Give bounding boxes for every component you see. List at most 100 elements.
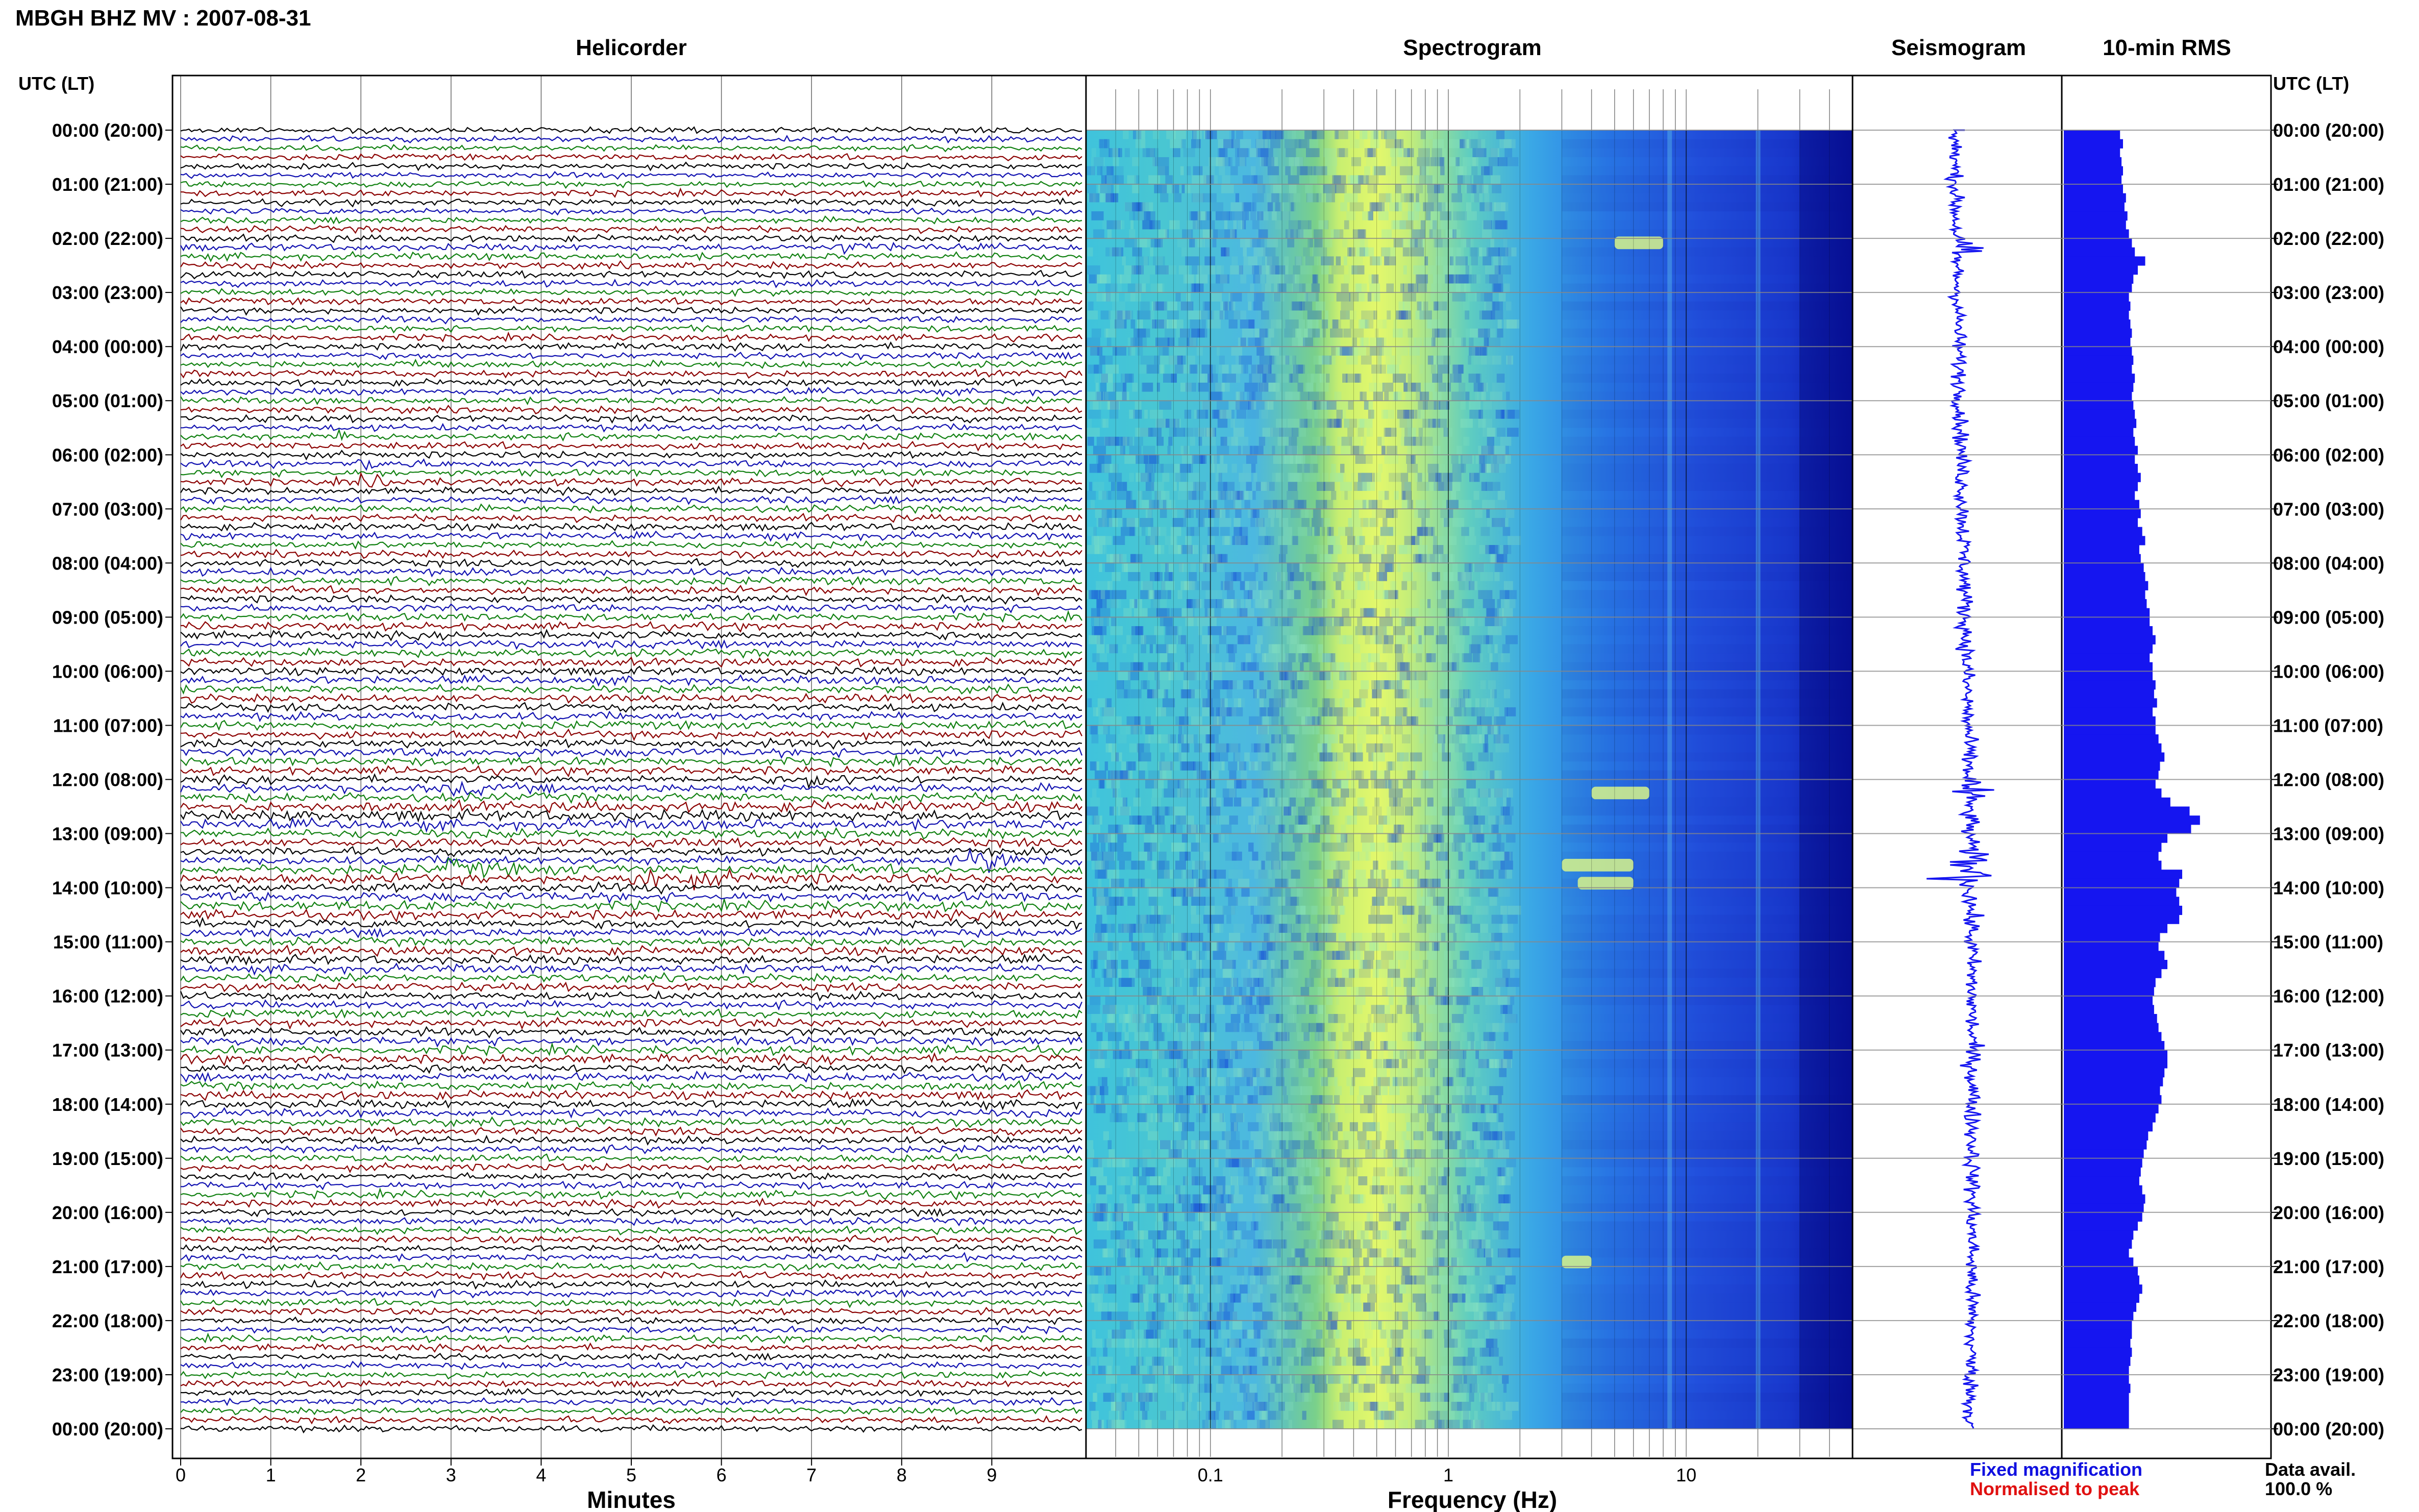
spectrogram-cell — [1490, 238, 1494, 247]
spectrogram-cell — [1096, 662, 1108, 672]
spectrogram-cell — [1436, 355, 1450, 365]
spectrogram-cell — [1203, 563, 1206, 572]
spectrogram-cell — [1334, 1095, 1340, 1104]
spectrogram-cell — [1143, 256, 1148, 266]
spectrogram-cell — [1252, 401, 1266, 410]
spectrogram-cell — [1161, 364, 1165, 374]
spectrogram-cell — [1378, 211, 1389, 220]
spectrogram-cell — [1132, 202, 1141, 212]
spectrogram-cell — [1376, 878, 1389, 888]
spectrogram-cell — [1223, 1167, 1230, 1177]
spectrogram-cell — [1445, 202, 1453, 212]
spectrogram-cell — [1433, 391, 1442, 401]
spectrogram-cell — [1299, 301, 1313, 311]
spectrogram-cell — [1122, 1095, 1129, 1104]
spectrogram-cell — [1454, 1212, 1466, 1222]
spectrogram-cell — [1090, 842, 1100, 852]
spectrogram-cell — [1208, 157, 1223, 166]
spectrogram-cell — [1306, 193, 1313, 203]
spectrogram-cell — [1272, 445, 1275, 455]
spectrogram-cell — [1102, 418, 1109, 428]
spectrogram-cell — [1141, 527, 1146, 536]
spectrogram-cell — [1316, 166, 1322, 176]
spectrogram-cell — [1132, 815, 1141, 825]
spectrogram-cell — [1219, 815, 1229, 825]
spectrogram-cell — [1181, 743, 1190, 753]
spectrogram-cell — [1159, 319, 1167, 329]
spectrogram-cell — [1384, 770, 1390, 780]
spectrogram-cell — [1136, 256, 1149, 266]
spectrogram-cell — [1201, 1194, 1208, 1204]
spectrogram-cell — [1322, 851, 1329, 861]
spectrogram-cell — [1226, 779, 1235, 789]
spectrogram-cell — [1328, 545, 1334, 554]
spectrogram-cell — [1486, 509, 1490, 518]
spectrogram-cell — [1231, 436, 1239, 446]
spectrogram-cell — [1402, 238, 1415, 247]
spectrogram-cell — [1423, 139, 1429, 148]
spectrogram-cell — [1405, 391, 1412, 401]
spectrogram-cell — [1104, 978, 1113, 987]
spectrogram-cell — [1269, 1113, 1281, 1123]
spectrogram-cell — [1210, 391, 1223, 401]
spectrogram-cell — [1376, 337, 1384, 347]
spectrogram-cell — [1384, 428, 1391, 437]
spectrogram-cell — [1093, 833, 1097, 843]
spectrogram-cell — [1464, 283, 1470, 293]
spectrogram-cell — [1233, 518, 1241, 527]
spectrogram-cell — [1232, 490, 1240, 500]
spectrogram-cell — [1436, 202, 1449, 212]
spectrogram-cell — [1220, 527, 1230, 536]
spectrogram-cell — [1498, 1122, 1504, 1131]
spectrogram-cell — [1241, 887, 1250, 897]
spectrogram-cell — [1470, 328, 1484, 338]
spectrogram-cell — [1403, 978, 1415, 987]
spectrogram-cell — [1312, 130, 1325, 139]
spectrogram-cell — [1296, 680, 1309, 689]
spectrogram-cell — [1380, 914, 1393, 924]
spectrogram-cell — [1413, 1176, 1418, 1185]
spectrogram-cell — [1172, 951, 1184, 960]
spectrogram-cell — [1249, 960, 1262, 969]
spectrogram-cell — [1337, 148, 1348, 157]
spectrogram-cell — [1147, 987, 1155, 996]
spectrogram-cell — [1427, 463, 1439, 473]
spectrogram-cell — [1494, 644, 1498, 654]
spectrogram-cell — [1175, 418, 1181, 428]
spectrogram-cell — [1304, 608, 1310, 617]
left-utc-axis-label: UTC (LT) — [18, 73, 94, 94]
spectrogram-cell — [1398, 301, 1404, 311]
spectrogram-cell — [1355, 878, 1368, 888]
spectrogram-cell — [1126, 518, 1139, 527]
spectrogram-cell — [1410, 680, 1419, 689]
spectrogram-cell — [1202, 166, 1215, 176]
spectrogram-cell — [1141, 978, 1152, 987]
spectrogram-cell — [1496, 1185, 1504, 1195]
spectrogram-cell — [1241, 220, 1245, 230]
spectrogram-cell — [1453, 211, 1467, 220]
spectrogram-cell — [1314, 409, 1328, 419]
spectrogram-cell — [1212, 409, 1221, 419]
spectrogram-cell — [1452, 518, 1464, 527]
spectrogram-cell — [1396, 310, 1406, 320]
spectrogram-cell — [1347, 175, 1359, 185]
spectrogram-cell — [1091, 608, 1100, 617]
spectrogram-cell — [1341, 824, 1346, 834]
spectrogram-cell — [1258, 436, 1266, 446]
spectrogram-cell — [1374, 166, 1386, 176]
spectrogram-cell — [1430, 1149, 1437, 1158]
spectrogram-cell — [1507, 247, 1512, 257]
spectrogram-cell — [1472, 148, 1487, 157]
spectrogram-cell — [1173, 473, 1180, 482]
spectrogram-cell — [1467, 1032, 1474, 1042]
spectrogram-cell — [1235, 1185, 1239, 1195]
spectrogram-cell — [1300, 391, 1310, 401]
spectrogram-cell — [1372, 1176, 1380, 1185]
spectrogram-cell — [1450, 1221, 1453, 1231]
spectrogram-cell — [1110, 960, 1116, 969]
spectrogram-cell — [1413, 265, 1426, 275]
spectrogram-cell — [1122, 797, 1128, 807]
spectrogram-cell — [1453, 815, 1464, 825]
spectrogram-cell — [1213, 409, 1226, 419]
spectrogram-cell — [1241, 698, 1245, 708]
